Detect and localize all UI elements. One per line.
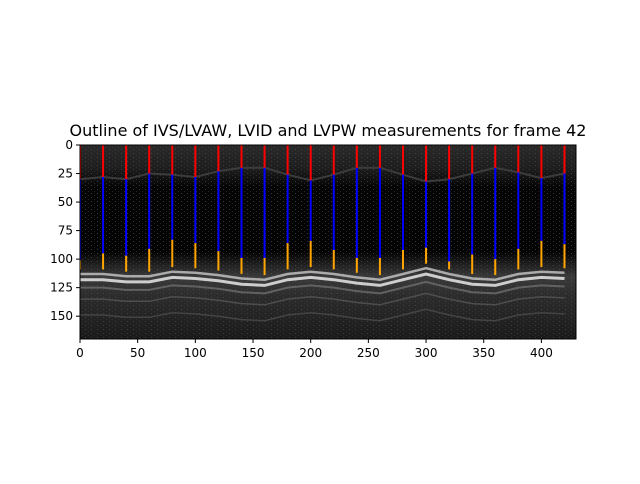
tissue-band	[80, 308, 565, 322]
x-tick-label: 150	[242, 346, 265, 360]
septum-edge	[80, 166, 565, 183]
x-tick-label: 0	[76, 346, 84, 360]
x-axis: 0 50 100 150 200 250 300 350 400	[76, 339, 553, 360]
y-tick-label: 0	[65, 138, 73, 152]
tissue-band	[80, 272, 565, 287]
ultrasound-speckle	[80, 145, 576, 339]
y-tick-label: 25	[58, 167, 73, 181]
y-tick-label: 100	[50, 252, 73, 266]
measurement-lines	[80, 145, 566, 276]
y-tick-label: 75	[58, 224, 73, 238]
x-tick-label: 350	[472, 346, 495, 360]
x-tick-label: 400	[530, 346, 553, 360]
plot-area	[80, 145, 576, 339]
tissue-bands	[80, 166, 565, 322]
plot-frame	[79, 144, 577, 340]
tissue-band	[80, 280, 565, 295]
y-axis: 0 25 50 75 100 125 150	[50, 138, 80, 323]
x-tick-label: 250	[357, 346, 380, 360]
y-tick-label: 125	[50, 281, 73, 295]
y-tick-label: 150	[50, 309, 73, 323]
x-tick-label: 200	[299, 346, 322, 360]
tissue-band	[80, 266, 565, 281]
x-tick-label: 100	[184, 346, 207, 360]
x-tick-label: 300	[415, 346, 438, 360]
x-tick-label: 50	[130, 346, 145, 360]
chart-title: Outline of IVS/LVAW, LVID and LVPW measu…	[70, 121, 587, 140]
tissue-band	[80, 292, 565, 306]
y-tick-label: 50	[58, 195, 73, 209]
